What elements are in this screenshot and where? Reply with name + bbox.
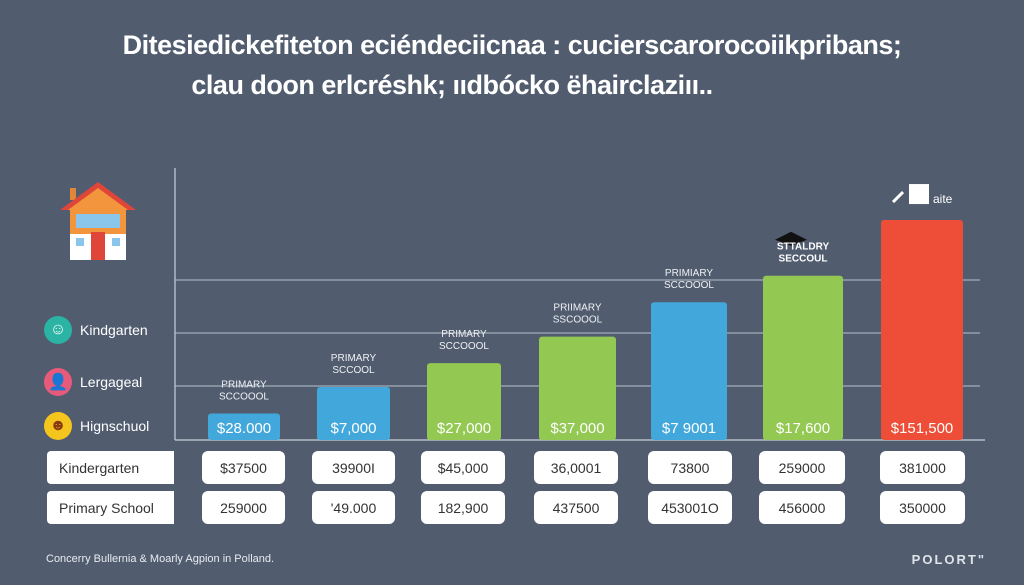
data-label: $28.000 [217,420,271,437]
category-label: SCCOOOL [219,392,269,403]
bar [427,363,501,440]
data-label: $7,000 [331,420,377,437]
table-cell: 259000 [202,491,285,524]
smiley-icon: ☻ [44,412,72,440]
building-icon-body [909,184,929,205]
category-label: STTALDRY [777,242,830,253]
bar-chart: $28.000PRIMARYSCCOOOL$7,000PRIMARYSCCOOL… [174,168,985,441]
table-cell: 453001O [648,491,732,524]
graduation-cap-icon [775,231,807,246]
bar [539,336,616,440]
table-cell: $45,000 [421,451,505,484]
title-line-2: clau doon erlcréshk; ııdbócko ëhairclazi… [191,70,713,100]
bar [881,220,963,440]
table-cell: 73800 [648,451,732,484]
table-cell: 36,0001 [534,451,618,484]
bar [763,275,843,440]
bar [317,387,390,440]
table-cell: 182,900 [421,491,505,524]
table-cell: $37500 [202,451,285,484]
category-label: SCCOOL [332,365,375,376]
house-icon [60,182,136,260]
brand-logo: POLORT" [911,552,986,567]
bar [651,302,727,440]
legend-label: Hignschuol [80,418,150,434]
pen-icon [891,190,905,204]
row-label: Primary School [47,491,174,524]
table-cell: 259000 [759,451,845,484]
category-label: PRIIMARY [553,303,601,314]
category-label: PRIMIARY [665,268,713,279]
data-label: $17,600 [776,420,830,437]
table-cell: '49.000 [312,491,395,524]
legend-item-highschool: ☻ Hignschuol [44,412,149,440]
table-cell: 350000 [880,491,965,524]
category-label: SCCOOOL [664,280,714,291]
table-cell: 456000 [759,491,845,524]
person-icon: 👤 [44,368,72,396]
title-line-1: Ditesiedickefiteton eciéndeciicnaa : cuc… [122,30,902,60]
table-cell: 437500 [534,491,618,524]
legend-label: Lergageal [80,374,143,390]
legend-item-lergageal: 👤 Lergageal [44,368,142,396]
category-label: SSCOOOL [553,315,603,326]
data-label: $37,000 [550,420,604,437]
data-label: $7 9001 [662,420,716,437]
category-label: PRIMARY [331,353,377,364]
child-icon: ☺ [44,316,72,344]
table-cell: 39900I [312,451,395,484]
category-label: aite [933,192,953,206]
category-label: PRIMARY [441,329,487,340]
data-label: $27,000 [437,420,491,437]
data-label: $151,500 [891,420,954,437]
category-label: PRIMARY [221,380,267,391]
table-cell: 381000 [880,451,965,484]
category-label: SCCOOOL [439,341,489,352]
bar [208,413,280,440]
footer-source: Concerry Bullernia & Moarly Agpion in Po… [46,553,275,565]
category-label: SECCOUL [779,254,828,265]
row-label: Kindergarten [47,451,174,484]
legend-label: Kindgarten [80,322,148,338]
legend-item-kindergarten: ☺ Kindgarten [44,316,148,344]
